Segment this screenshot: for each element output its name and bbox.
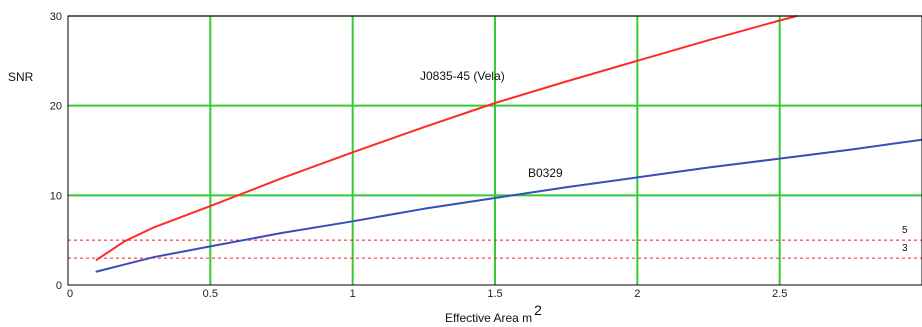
x-tick-label: 1 — [350, 288, 356, 300]
plot-border — [67, 15, 922, 286]
series-label-b0329: B0329 — [528, 166, 563, 180]
x-tick-label: 2 — [634, 288, 640, 300]
series-line-1 — [95, 138, 922, 273]
y-tick-label: 10 — [50, 190, 62, 202]
series-label-vela: J0835-45 (Vela) — [420, 69, 505, 83]
x-tick-label: 0.5 — [203, 288, 218, 300]
x-axis-label-text: Effective Area m — [445, 311, 532, 325]
ref-label-5: 5 — [902, 225, 908, 236]
x-tick-label: 1.5 — [487, 288, 502, 300]
y-tick-label: 30 — [50, 11, 62, 23]
reference-lines — [68, 239, 922, 259]
y-tick-label: 0 — [56, 280, 62, 292]
grid-lines — [68, 15, 922, 285]
ref-label-3: 3 — [902, 243, 908, 254]
tick-labels: 0 0.5 1 1.5 2 2.5 0 10 20 30 — [50, 11, 788, 300]
series-lines — [95, 15, 922, 273]
x-tick-label: 2.5 — [772, 288, 787, 300]
x-tick-label: 0 — [67, 288, 73, 300]
y-axis-label: SNR — [8, 70, 34, 84]
series-line-0 — [95, 15, 798, 261]
y-tick-label: 20 — [50, 101, 62, 113]
x-axis-label-superscript: 2 — [534, 302, 542, 318]
